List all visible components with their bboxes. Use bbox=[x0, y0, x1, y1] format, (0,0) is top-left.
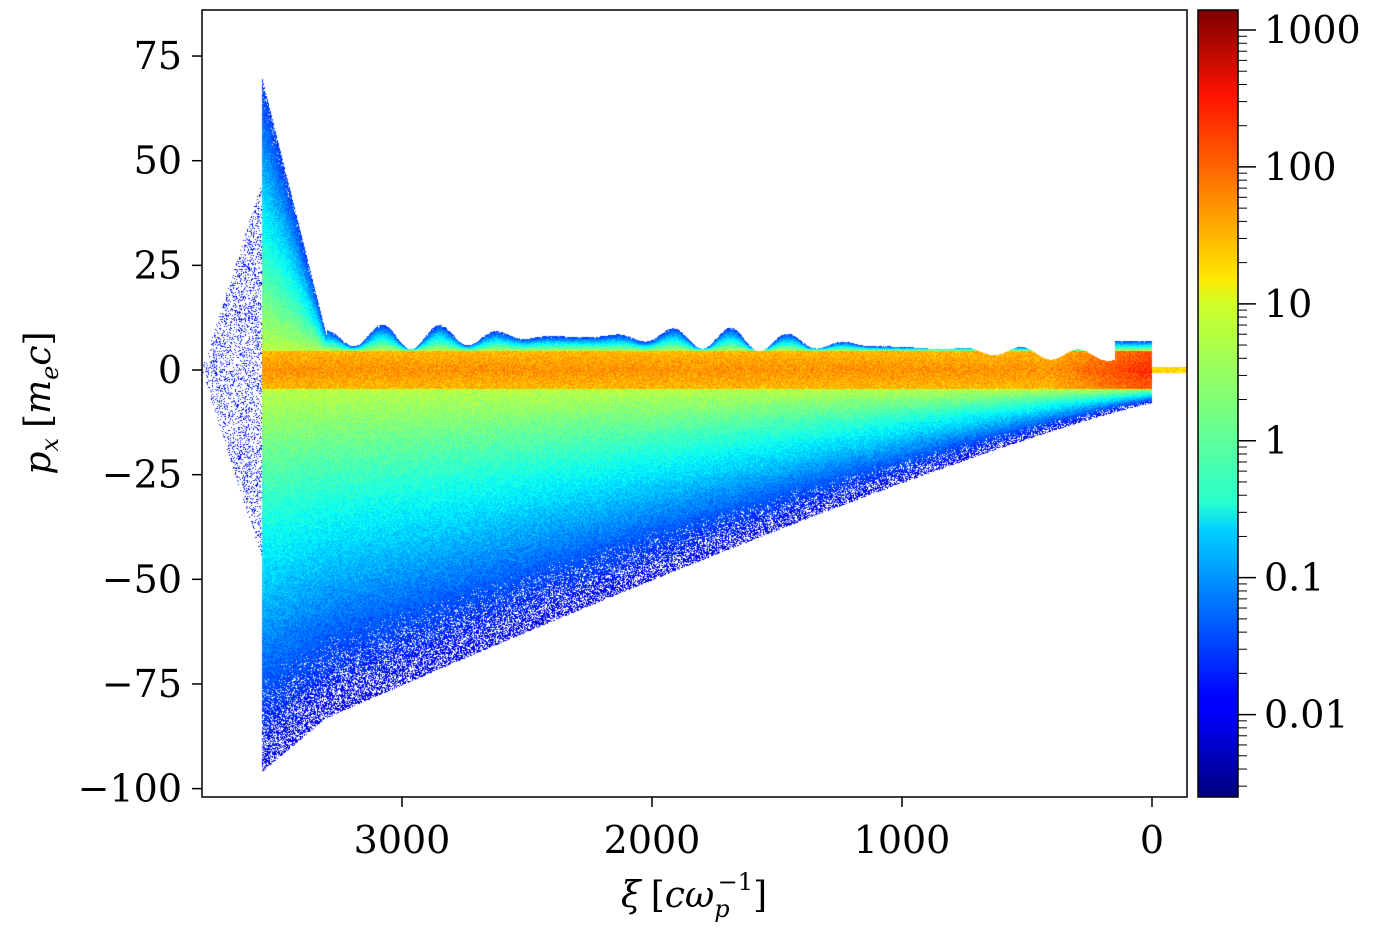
x-tick-label: 0 bbox=[1140, 818, 1164, 862]
y-tick-label: −100 bbox=[78, 767, 182, 811]
x-label-base: ξ bbox=[621, 875, 643, 916]
y-label-unit-tail: c bbox=[18, 345, 59, 365]
y-tick-label: −25 bbox=[102, 453, 182, 497]
colorbar-tick-label: 100 bbox=[1264, 145, 1337, 189]
y-tick-label: 0 bbox=[158, 348, 182, 392]
y-label-unit-main: m bbox=[18, 380, 59, 414]
y-axis: 75 50 25 0 −25 −50 −75 −100 bbox=[78, 34, 202, 811]
x-tick-label: 2000 bbox=[604, 818, 701, 862]
x-label-unit-sub: p bbox=[714, 895, 729, 923]
colorbar-tick-label: 0.1 bbox=[1264, 556, 1324, 600]
x-tick-label: 3000 bbox=[354, 818, 451, 862]
y-label-bracket-close: ] bbox=[18, 331, 59, 345]
colorbar-tick-label: 0.01 bbox=[1264, 693, 1349, 737]
y-tick-label: 50 bbox=[134, 139, 182, 183]
phase-space-heatmap bbox=[202, 10, 1187, 797]
y-label-unit-sub: e bbox=[36, 366, 64, 380]
y-tick-label: −75 bbox=[102, 662, 182, 706]
y-tick-label: 25 bbox=[134, 243, 182, 287]
colorbar-ticks: 1000 100 10 1 0.1 0.01 bbox=[1238, 8, 1361, 787]
x-tick-label: 1000 bbox=[854, 818, 951, 862]
colorbar-tick-label: 1 bbox=[1264, 419, 1288, 463]
colorbar: 1000 100 10 1 0.1 0.01 bbox=[1197, 8, 1361, 798]
x-axis-label: ξ [cωp−1] bbox=[621, 868, 767, 923]
y-tick-label: 75 bbox=[134, 34, 182, 78]
x-axis: 3000 2000 1000 0 bbox=[354, 797, 1164, 862]
y-tick-label: −50 bbox=[102, 557, 182, 601]
colorbar-tick-label: 10 bbox=[1264, 282, 1312, 326]
x-label-unit-main: cω bbox=[665, 875, 715, 916]
y-label-base-sub: x bbox=[36, 438, 64, 452]
y-axis-label: px [mec] bbox=[18, 331, 64, 474]
x-label-unit-sup: −1 bbox=[718, 868, 753, 896]
x-label-bracket-close: ] bbox=[753, 875, 767, 916]
colorbar-tick-label: 1000 bbox=[1264, 8, 1361, 52]
y-label-bracket-open: [ bbox=[18, 414, 59, 428]
plot-frame bbox=[201, 9, 1188, 798]
x-label-bracket-open: [ bbox=[651, 875, 665, 916]
colorbar-gradient bbox=[1197, 9, 1239, 798]
plot-area bbox=[201, 9, 1188, 798]
y-label-base: p bbox=[18, 452, 59, 475]
